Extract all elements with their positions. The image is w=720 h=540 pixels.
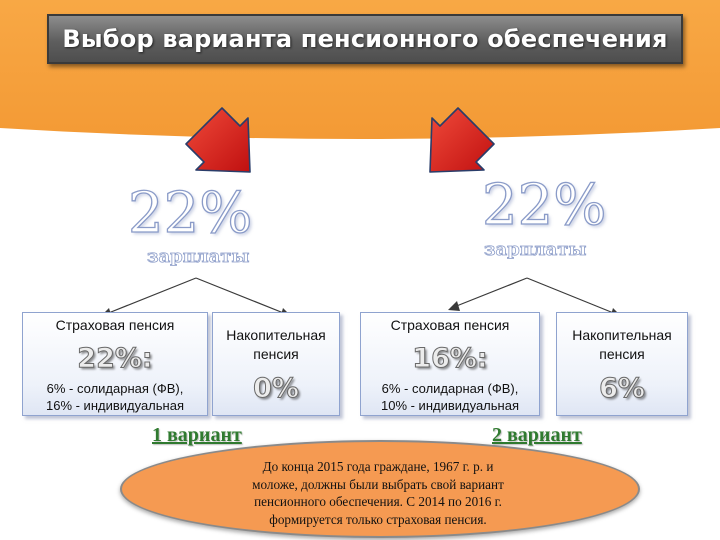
variant-1-title: 1 вариант: [152, 424, 242, 446]
insurance-detail-1: 6% - солидарная (ФВ),: [381, 381, 519, 396]
variant-2-funded-box: Накопительная пенсия 6%: [556, 312, 688, 416]
note-line-3: пенсионного обеспечения. С 2014 по 2016 …: [254, 494, 502, 509]
red-arrow-right-icon: [429, 107, 495, 173]
variant-2-total-label: зарплаты: [484, 239, 587, 260]
branch-lines: [105, 277, 617, 315]
funded-label-1: Накопительная: [226, 327, 326, 343]
funded-label-2: пенсия: [253, 346, 299, 362]
title-box: Выбор варианта пенсионного обеспечения: [47, 14, 683, 64]
variant-2-title: 2 вариант: [492, 424, 582, 446]
note-ellipse: [120, 440, 640, 538]
insurance-pct: 22%:: [77, 343, 153, 374]
insurance-detail-1: 6% - солидарная (ФВ),: [46, 381, 184, 396]
note-text: До конца 2015 года граждане, 1967 г. р. …: [213, 458, 543, 528]
insurance-detail-2: 16% - индивидуальная: [45, 398, 184, 413]
funded-pct: 6%: [599, 373, 646, 404]
variant-1-total-label: зарплаты: [147, 246, 250, 267]
insurance-pct: 16%:: [412, 343, 488, 374]
variant-2-insurance-box: Страховая пенсия 16%: 6% - солидарная (Ф…: [360, 312, 540, 416]
page-title: Выбор варианта пенсионного обеспечения: [62, 25, 668, 53]
variant-1-insurance-box: Страховая пенсия 22%: 6% - солидарная (Ф…: [22, 312, 208, 416]
insurance-label: Страховая пенсия: [390, 317, 510, 333]
insurance-label: Страховая пенсия: [55, 317, 175, 333]
note-line-1: До конца 2015 года граждане, 1967 г. р. …: [262, 459, 494, 474]
insurance-detail-2: 10% - индивидуальная: [380, 398, 519, 413]
variant-1-total-pct: 22%: [127, 181, 253, 246]
note-line-4: формируется только страховая пенсия.: [269, 511, 487, 527]
funded-pct: 0%: [253, 373, 300, 404]
funded-label-1: Накопительная: [572, 327, 672, 343]
variant-2-total-pct: 22%: [481, 173, 607, 238]
variant-1-funded-box: Накопительная пенсия 0%: [212, 312, 340, 416]
red-arrow-left-icon: [185, 107, 251, 173]
note-line-2: моложе, должны были выбрать свой вариант: [252, 476, 504, 492]
funded-label-2: пенсия: [599, 346, 645, 362]
